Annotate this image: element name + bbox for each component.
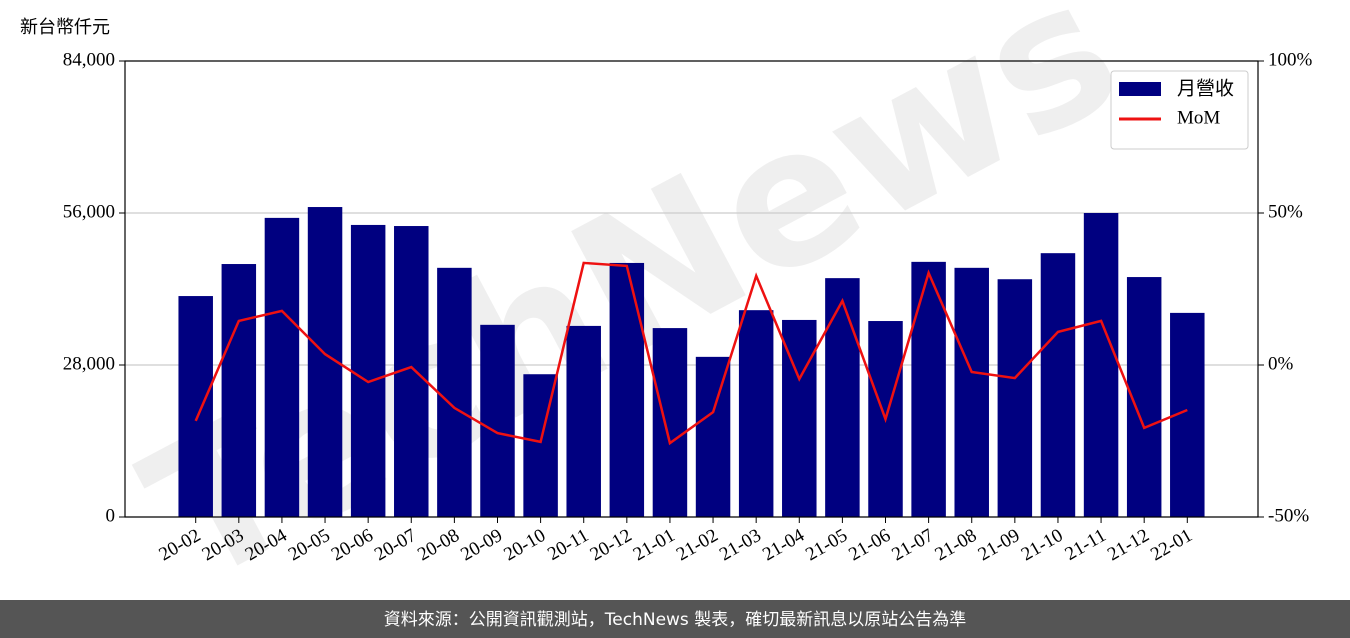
x-tick-label: 21-03 [716, 525, 765, 565]
y2-tick-label: 100% [1268, 49, 1313, 70]
x-tick-label: 21-12 [1104, 525, 1153, 565]
bar [609, 262, 645, 517]
bar [480, 324, 515, 517]
legend-label: MoM [1177, 107, 1220, 128]
y-axis-label: 新台幣仟元 [20, 17, 110, 38]
x-tick-label: 21-04 [759, 525, 808, 566]
y2-tick-label: -50% [1268, 505, 1309, 526]
x-tick-label: 22-01 [1147, 525, 1196, 565]
bar [178, 296, 213, 517]
y-tick-label: 28,000 [63, 353, 115, 374]
line [194, 261, 1188, 446]
x-tick-label: 21-02 [673, 525, 722, 565]
y2-tick-label: 0% [1268, 353, 1294, 374]
legend-swatch [1119, 82, 1161, 96]
x-tick-label: 21-08 [932, 525, 981, 565]
x-tick-label: 20-11 [544, 525, 592, 565]
bar [652, 328, 688, 517]
footer-bar [0, 600, 1350, 638]
bar [695, 356, 731, 517]
plot-frame [124, 60, 1259, 518]
footer: 資料來源：公開資訊觀測站，TechNews 製表，確切最新訊息以原站公告為準 [384, 610, 966, 630]
bar [997, 279, 1033, 517]
x-tick-label: 21-05 [802, 525, 851, 565]
x-tick-label: 21-06 [845, 525, 894, 565]
x-tick-label: 20-08 [414, 525, 463, 565]
bar [221, 264, 257, 517]
x-tick-label: 20-10 [500, 525, 549, 565]
bar [437, 267, 472, 517]
bar [911, 261, 946, 517]
bar [825, 278, 860, 517]
y-tick-label: 84,000 [63, 49, 115, 70]
y2-tick-label: 50% [1268, 201, 1303, 222]
bar [738, 310, 774, 517]
y-tick-label: 0 [106, 505, 116, 526]
bar [566, 325, 601, 517]
bar [350, 224, 386, 517]
x-tick-label: 21-01 [630, 525, 679, 565]
x-tick-label: 21-07 [888, 525, 937, 565]
bar [264, 217, 300, 517]
x-tick-label: 20-12 [587, 525, 636, 565]
x-tick-label: 21-11 [1061, 525, 1109, 565]
x-tick-label: 21-09 [975, 525, 1024, 565]
x-tick-label: 20-09 [457, 525, 506, 565]
legend-label: 月營收 [1177, 78, 1234, 100]
bar [954, 267, 989, 517]
x-tick-label: 21-10 [1018, 525, 1067, 565]
bar [1040, 253, 1076, 517]
y-tick-label: 56,000 [63, 201, 115, 222]
legend: 月營收 MoM [1110, 70, 1249, 150]
bar [1083, 213, 1119, 517]
